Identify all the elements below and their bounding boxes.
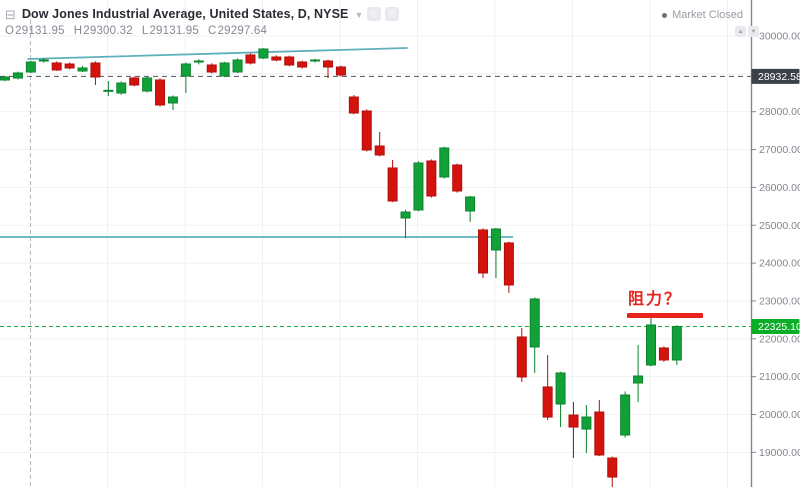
low-value: 29131.95	[149, 25, 200, 37]
candle-body	[594, 411, 605, 456]
candle-body	[25, 61, 36, 73]
candle-body	[607, 457, 618, 478]
candle-body	[51, 62, 62, 71]
axis-label: 26000.00	[759, 182, 800, 194]
axis-label: 25000.00	[759, 220, 800, 232]
candle-body	[478, 229, 489, 274]
chart-legend: ⊟ Dow Jones Industrial Average, United S…	[5, 6, 400, 37]
candle-body	[219, 62, 230, 77]
candle-body	[142, 77, 153, 92]
candle-body	[568, 414, 579, 428]
market-status-text: Market Closed	[672, 9, 743, 21]
candle-body	[38, 59, 49, 62]
axis-label: 22000.00	[759, 333, 800, 345]
candle-body	[335, 66, 346, 76]
candle-body	[155, 79, 166, 106]
resistance-annotation-text[interactable]: 阻力？	[628, 291, 683, 308]
candle-body	[12, 72, 23, 79]
candle-body	[542, 386, 553, 418]
candle-body	[413, 162, 424, 211]
candle-body	[387, 167, 398, 202]
candle-body	[193, 60, 204, 63]
candle-body	[581, 416, 592, 430]
candle-body	[116, 82, 127, 94]
axis-label: 19000.00	[759, 447, 800, 459]
candle-body	[103, 89, 114, 92]
axis-price-badge	[751, 68, 800, 84]
candle-body	[439, 147, 450, 178]
candle-body	[361, 110, 372, 151]
grid-layer	[0, 0, 751, 487]
pane-controls: ▲ ▼	[733, 26, 759, 37]
candle-body	[633, 375, 644, 384]
trendline-drawing[interactable]	[27, 47, 408, 60]
axis-label: 27000.00	[759, 144, 800, 156]
candle-body	[671, 325, 682, 361]
candles-layer	[0, 48, 682, 487]
low-label: L	[141, 25, 149, 37]
candle-body	[90, 62, 101, 78]
ohlc-values: O29131.95 H29300.32 L29131.95 C29297.64	[5, 25, 399, 37]
high-value: 29300.32	[83, 25, 133, 37]
candle-body	[374, 145, 385, 156]
candle-body	[310, 59, 321, 62]
candle-body	[64, 63, 75, 69]
candle-body	[555, 372, 566, 405]
candle-body	[284, 56, 295, 66]
close-label: C	[208, 25, 217, 37]
candle-body	[452, 164, 463, 192]
candle-body	[245, 54, 256, 64]
pane-maximize-button[interactable]: ▼	[748, 26, 759, 37]
open-label: O	[5, 25, 15, 37]
axis-price-badge	[751, 318, 800, 334]
axis-label: 28000.00	[759, 106, 800, 118]
collapse-pane-icon[interactable]: ⊟	[5, 6, 16, 22]
axis-label: 21000.00	[759, 371, 800, 383]
price-axis[interactable]: 30000.00 28000.00 27000.00 26000.00 25000.00…	[750, 0, 800, 487]
market-status: Market Closed	[662, 9, 743, 21]
pane-move-up-button[interactable]: ▲	[735, 26, 746, 37]
axis-label: 23000.00	[759, 295, 800, 307]
hide-indicator-icon[interactable]: ◎	[367, 7, 382, 21]
candle-body	[465, 196, 476, 212]
candle-body	[258, 48, 269, 59]
chevron-down-icon[interactable]: ▼	[354, 10, 364, 20]
settings-gear-icon[interactable]: ◎	[385, 7, 400, 21]
candle-body	[271, 56, 282, 61]
close-value: 29297.64	[217, 25, 268, 37]
candle-body	[620, 394, 631, 436]
candle-body	[490, 228, 501, 251]
candle-body	[323, 60, 333, 68]
candle-body	[0, 76, 10, 81]
candle-body	[426, 160, 437, 197]
candle-body	[180, 63, 191, 77]
axis-label: 30000.00	[759, 31, 800, 43]
candle-body	[77, 67, 88, 72]
symbol-title: Dow Jones Industrial Average, United Sta…	[21, 7, 349, 21]
candle-body	[167, 96, 178, 104]
axis-label: 20000.00	[759, 409, 800, 421]
candle-body	[297, 61, 308, 68]
high-label: H	[73, 25, 83, 37]
candle-body	[129, 77, 140, 86]
candle-body	[503, 242, 514, 286]
candle-body	[206, 64, 217, 73]
candle-body	[232, 59, 243, 73]
candle-body	[646, 324, 656, 366]
open-value: 29131.95	[15, 25, 65, 37]
axis-price-badge-text: 28932.58	[758, 71, 800, 83]
market-status-dot-icon	[662, 12, 668, 18]
axis-label: 24000.00	[759, 258, 800, 270]
resistance-annotation-line[interactable]	[627, 313, 703, 318]
axis-price-badge-text: 22325.10	[758, 321, 800, 333]
candle-body	[516, 336, 527, 378]
candle-body	[529, 298, 540, 348]
candle-body	[658, 347, 669, 361]
candle-body	[400, 211, 411, 219]
candle-body	[348, 96, 359, 114]
